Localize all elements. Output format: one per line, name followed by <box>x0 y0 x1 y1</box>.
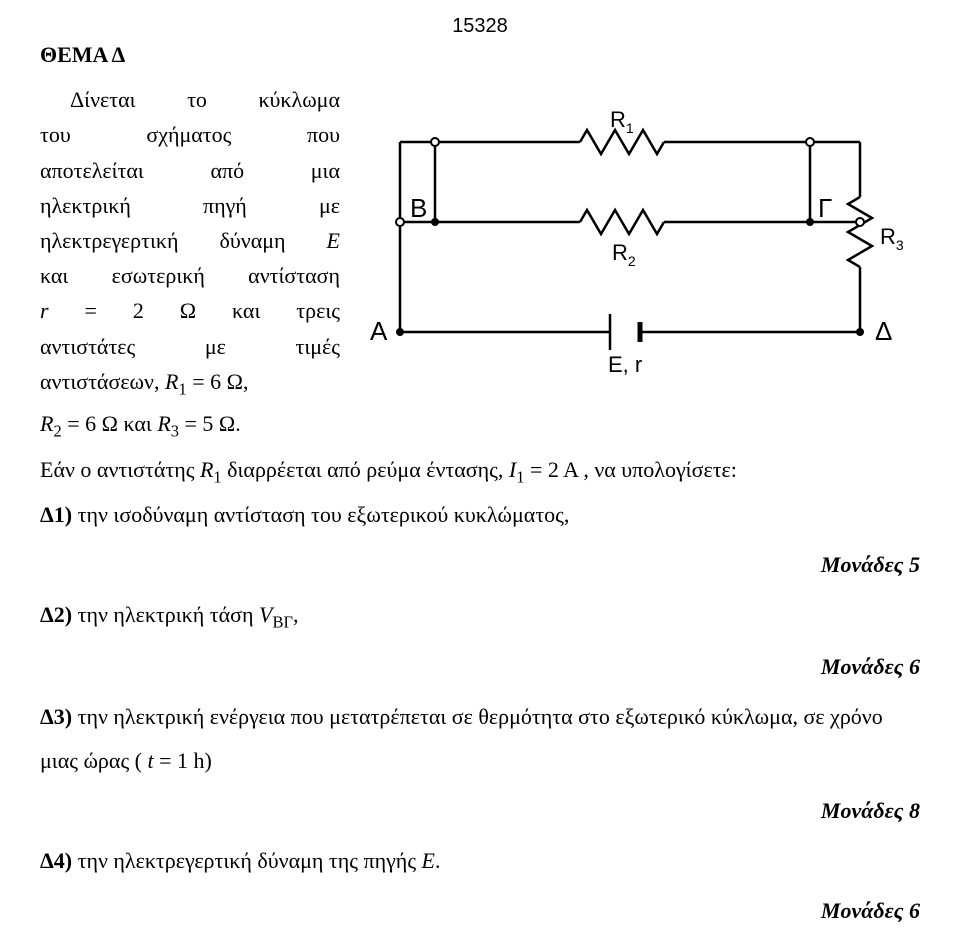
page-number: 15328 <box>0 10 960 42</box>
label-g: Γ <box>818 193 832 223</box>
intro-line: αποτελείται από μια <box>40 153 340 188</box>
d3-text-b1: μιας ώρας ( <box>40 748 147 773</box>
sym-r: R <box>40 411 53 436</box>
circuit-diagram: R1 R2 R3 E, r A B Γ Δ <box>340 72 920 382</box>
d3-line: Δ3) την ηλεκτρική ενέργεια που μετατρέπε… <box>40 695 920 739</box>
page: 15328 ΘΕΜΑ Δ Δίνεται το κύκλωμα του σχήμ… <box>0 0 960 853</box>
intro-sym-r: r <box>40 298 49 323</box>
label-a: A <box>370 316 388 346</box>
intro-text-part: = 6 Ω, <box>187 369 249 394</box>
intro-line: r = 2 Ω και τρεις <box>40 293 340 328</box>
d2-marks: Μονάδες 6 <box>40 645 920 689</box>
intro-text-part: αντιστάσεων, <box>40 369 165 394</box>
condition-line: Εάν ο αντιστάτης R1 διαρρέεται από ρεύμα… <box>40 448 920 493</box>
sub-2: 2 <box>53 422 61 441</box>
intro-line: και εσωτερική αντίσταση <box>40 258 340 293</box>
d2-tail: , <box>293 602 299 627</box>
sub-1: 1 <box>213 467 221 486</box>
d2-label: Δ2) <box>40 602 72 627</box>
label-d: Δ <box>875 316 892 346</box>
intro-line: αντιστάσεων, R1 = 6 Ω, <box>40 364 340 403</box>
intro-sub-1: 1 <box>178 379 186 398</box>
d2-line: Δ2) την ηλεκτρική τάση VΒΓ, <box>40 593 920 638</box>
intro-text: Δίνεται το κύκλωμα του σχήματος που αποτ… <box>40 82 340 402</box>
d4-line: Δ4) την ηλεκτρεγερτική δύναμη της πηγής … <box>40 839 920 883</box>
text-part: = 5 Ω. <box>179 411 241 436</box>
d3-text-a: την ηλεκτρική ενέργεια που μετατρέπεται … <box>72 704 883 729</box>
body-text: R2 = 6 Ω και R3 = 5 Ω. Εάν ο αντιστάτης … <box>40 402 920 932</box>
sub-3: 3 <box>171 422 179 441</box>
sub-bg: ΒΓ <box>272 613 293 632</box>
d4-tail: . <box>435 848 441 873</box>
intro-sym-e: E <box>327 228 340 253</box>
d1-text: την ισοδύναμη αντίσταση του εξωτερικού κ… <box>72 502 569 527</box>
intro-line: αντιστάτες με τιμές <box>40 329 340 364</box>
label-b: B <box>410 193 427 223</box>
intro-line: ηλεκτρική πηγή με <box>40 188 340 223</box>
intro-line: Δίνεται το κύκλωμα <box>40 82 340 117</box>
theme-header: ΘΕΜΑ Δ <box>40 37 920 72</box>
d4-marks: Μονάδες 6 <box>40 889 920 933</box>
text-part: = 6 Ω και <box>62 411 158 436</box>
line-r2r3: R2 = 6 Ω και R3 = 5 Ω. <box>40 402 920 447</box>
label-r2: R2 <box>612 240 636 269</box>
text-part: Εάν ο αντιστάτης <box>40 457 200 482</box>
sym-r: R <box>157 411 170 436</box>
d2-text: την ηλεκτρική τάση <box>72 602 259 627</box>
d1-label: Δ1) <box>40 502 72 527</box>
intro-text-part: = 2 Ω και τρεις <box>49 298 340 323</box>
intro-sym-r1: R <box>165 369 178 394</box>
d3-line-b: μιας ώρας ( t = 1 h) <box>40 739 920 783</box>
intro-and-diagram-row: Δίνεται το κύκλωμα του σχήματος που αποτ… <box>40 72 920 402</box>
d3-marks: Μονάδες 8 <box>40 789 920 833</box>
label-emf: E, r <box>608 352 642 377</box>
d1-marks: Μονάδες 5 <box>40 543 920 587</box>
d4-text: την ηλεκτρεγερτική δύναμη της πηγής <box>72 848 421 873</box>
d3-label: Δ3) <box>40 704 72 729</box>
circuit-svg: R1 R2 R3 E, r A B Γ Δ <box>350 82 910 382</box>
text-part: = 2 A , να υπολογίσετε: <box>524 457 736 482</box>
sym-e: E <box>422 848 435 873</box>
label-r1: R1 <box>610 107 634 136</box>
text-part: διαρρέεται από ρεύμα έντασης, <box>222 457 509 482</box>
d4-label: Δ4) <box>40 848 72 873</box>
sym-r: R <box>200 457 213 482</box>
intro-text-part: ηλεκτρεγερτική δύναμη <box>40 228 327 253</box>
d1-line: Δ1) την ισοδύναμη αντίσταση του εξωτερικ… <box>40 493 920 537</box>
intro-line: ηλεκτρεγερτική δύναμη E <box>40 223 340 258</box>
label-r3: R3 <box>880 224 904 253</box>
d3-text-b3: = 1 h) <box>154 748 212 773</box>
intro-line: του σχήματος που <box>40 117 340 152</box>
sym-v: V <box>259 602 272 627</box>
